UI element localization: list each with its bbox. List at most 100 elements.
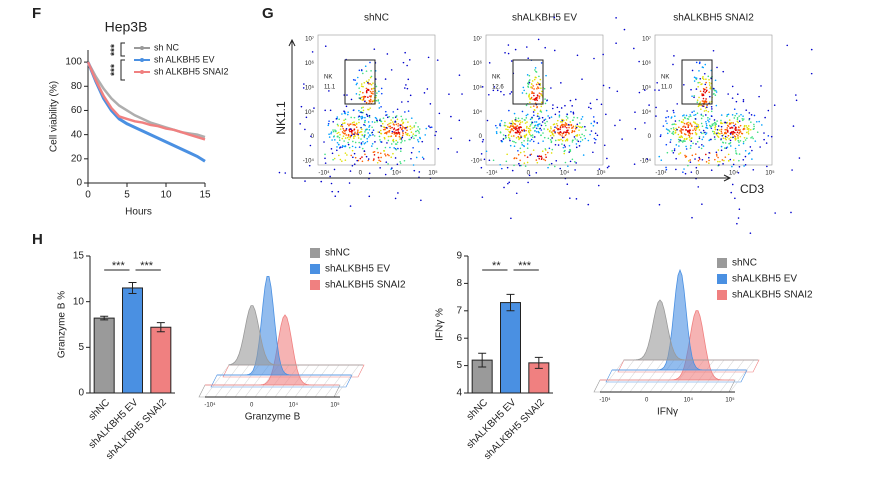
event-dot <box>534 99 536 101</box>
event-dot <box>715 133 718 136</box>
event-dot <box>510 91 513 93</box>
event-dot <box>715 104 718 107</box>
event-dot <box>437 147 440 150</box>
event-dot <box>399 162 402 165</box>
event-dot <box>344 118 347 121</box>
event-dot <box>677 133 680 136</box>
event-dot <box>679 152 682 154</box>
event-dot <box>401 120 403 122</box>
event-dot <box>391 167 393 169</box>
event-dot <box>683 137 686 140</box>
event-dot <box>689 122 692 125</box>
event-dot <box>525 114 528 117</box>
event-dot <box>363 121 366 123</box>
event-dot <box>510 122 512 125</box>
event-dot <box>714 89 716 92</box>
event-dot <box>367 159 369 162</box>
event-dot <box>734 123 737 126</box>
event-dot <box>695 143 697 145</box>
event-dot <box>384 153 386 155</box>
event-dot <box>333 157 336 160</box>
event-dot <box>380 92 383 95</box>
event-dot <box>379 152 382 155</box>
event-dot <box>564 122 567 124</box>
event-dot <box>588 106 590 109</box>
event-dot <box>370 75 373 78</box>
event-dot <box>399 138 401 140</box>
event-dot <box>514 117 517 119</box>
event-dot <box>388 115 391 118</box>
event-dot <box>700 147 703 150</box>
event-dot <box>456 151 458 153</box>
event-dot <box>694 122 697 125</box>
event-dot <box>336 146 338 148</box>
event-dot <box>722 163 724 165</box>
event-dot <box>506 166 509 169</box>
event-dot <box>638 91 641 94</box>
event-dot <box>742 118 745 120</box>
series-line <box>86 61 206 163</box>
x-axis-label: IFNγ <box>657 407 678 418</box>
event-dot <box>694 77 697 79</box>
event-dot <box>363 142 366 145</box>
event-dot <box>673 149 676 152</box>
event-dot <box>370 96 372 98</box>
event-dot <box>594 138 597 141</box>
event-dot <box>395 123 398 126</box>
legend-label: sh ALKBH5 SNAI2 <box>154 66 229 76</box>
event-dot <box>503 124 506 127</box>
event-dot <box>371 126 373 129</box>
event-dot <box>398 132 401 134</box>
x-tick-label: 0 <box>250 403 254 409</box>
event-dot <box>365 80 368 83</box>
event-dot <box>619 119 621 121</box>
event-dot <box>492 159 495 162</box>
event-dot <box>536 105 539 108</box>
event-dot <box>810 48 813 51</box>
event-dot <box>364 116 366 119</box>
event-dot <box>520 126 522 129</box>
event-dot <box>524 136 526 139</box>
event-dot <box>553 165 556 168</box>
event-dot <box>571 139 574 142</box>
event-dot <box>589 102 592 105</box>
event-dot <box>551 148 554 151</box>
event-dot <box>700 131 702 134</box>
event-dot <box>549 138 552 141</box>
event-dot <box>747 127 750 130</box>
event-dot <box>398 133 401 136</box>
event-dot <box>341 160 343 162</box>
event-dot <box>328 90 330 92</box>
event-dot <box>482 138 485 141</box>
event-dot <box>554 126 556 128</box>
event-dot <box>410 151 413 154</box>
event-dot <box>665 120 667 122</box>
event-dot <box>438 112 441 115</box>
event-dot <box>526 113 529 116</box>
event-dot <box>600 103 603 106</box>
event-dot <box>409 128 412 131</box>
legend-label: shALKBH5 EV <box>325 264 390 275</box>
event-dot <box>698 156 700 159</box>
event-dot <box>735 153 738 155</box>
event-dot <box>702 87 705 90</box>
event-dot <box>644 89 646 91</box>
event-dot <box>519 159 521 162</box>
event-dot <box>655 106 657 109</box>
error-bar <box>478 352 487 368</box>
event-dot <box>579 140 582 143</box>
event-dot <box>370 92 373 94</box>
event-dot <box>734 128 736 130</box>
event-dot <box>699 104 701 107</box>
event-dot <box>672 151 675 154</box>
annotation: *** <box>110 64 121 76</box>
event-dot <box>538 92 541 94</box>
event-dot <box>749 232 752 234</box>
event-dot <box>559 125 562 128</box>
x-tick-label: 0 <box>85 190 91 201</box>
event-dot <box>697 81 700 84</box>
event-dot <box>732 159 735 161</box>
event-dot <box>767 109 770 112</box>
y-tick-label: 10⁶ <box>473 60 483 67</box>
event-dot <box>538 95 541 98</box>
